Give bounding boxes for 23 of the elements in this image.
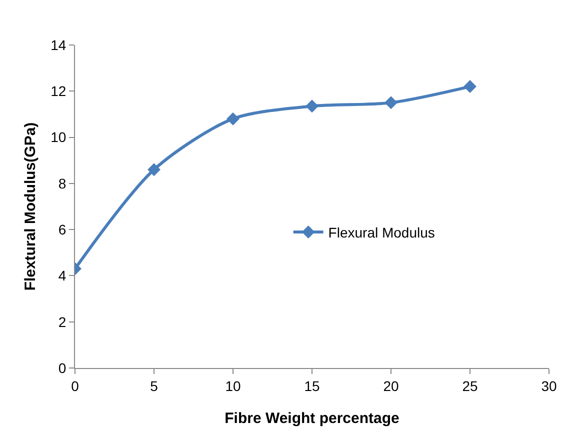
y-tick-label: 14 xyxy=(50,36,66,53)
point xyxy=(226,112,240,126)
y-tick-label: 4 xyxy=(58,268,66,284)
x-tick-label: 10 xyxy=(225,378,241,394)
y-tick-label: 2 xyxy=(58,314,66,330)
x-tick-label: 15 xyxy=(304,378,320,394)
point xyxy=(464,80,476,94)
x-axis-title: Fibre Weight percentage xyxy=(224,410,400,427)
x-tick-label: 20 xyxy=(383,378,399,394)
y-axis-title: Flextural Modulus(GPa) xyxy=(22,122,39,291)
point xyxy=(384,96,398,110)
y-tick-label: 6 xyxy=(58,221,66,238)
legend-label: Flexural Modulus xyxy=(328,224,435,240)
x-tick-label: 0 xyxy=(71,378,80,394)
y-tick-label: 10 xyxy=(50,129,66,146)
point xyxy=(306,100,318,113)
x-tick-label: 5 xyxy=(150,378,158,394)
y-tick-label: 12 xyxy=(50,83,66,100)
point xyxy=(148,163,160,176)
y-tick-label: 8 xyxy=(58,175,66,192)
x-tick-label: 30 xyxy=(541,378,557,394)
y-tick-label: 0 xyxy=(58,360,66,376)
x-tick-label: 25 xyxy=(462,378,478,394)
